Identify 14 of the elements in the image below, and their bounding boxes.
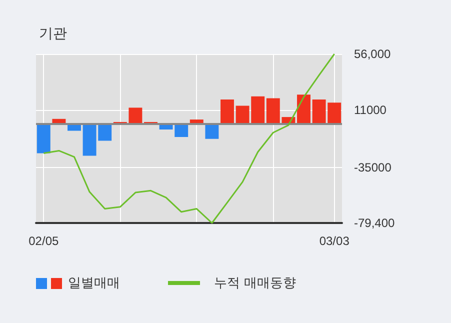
line-series — [42, 53, 336, 224]
y-tick-label: -35000 — [354, 160, 392, 175]
y-tick-label: -79,400 — [354, 216, 396, 230]
bar — [220, 100, 234, 124]
y-tick-label: 56,000 — [354, 47, 392, 61]
y-tick-label: 11000 — [354, 103, 387, 118]
bar — [205, 124, 219, 139]
x-tick-label: 03/03 — [319, 234, 350, 248]
chart-title: 기관 — [39, 26, 67, 42]
x-tick-label: 02/05 — [28, 234, 59, 248]
legend-label: 누적 매매동향 — [214, 275, 296, 292]
bar — [36, 124, 50, 154]
bar — [297, 94, 310, 124]
legend-label: 일별매매 — [68, 275, 120, 292]
